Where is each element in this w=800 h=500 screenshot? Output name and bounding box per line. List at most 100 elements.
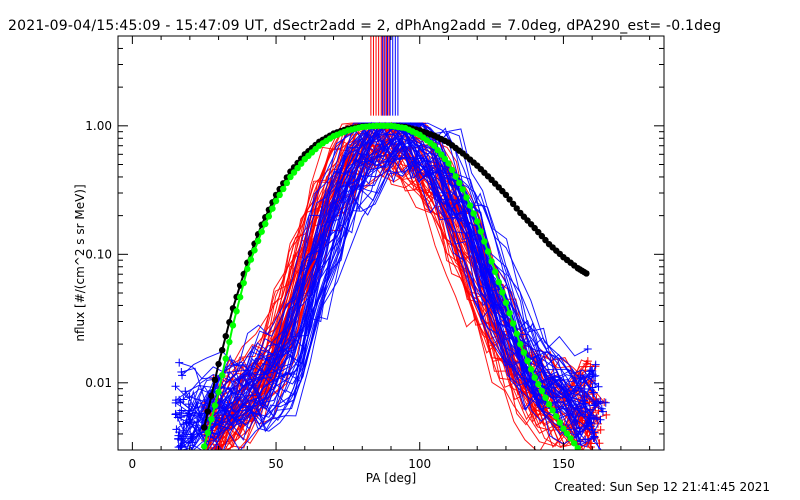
model-point [524, 357, 531, 365]
chart-title: 2021-09-04/15:45:09 - 15:47:09 UT, dSect… [8, 18, 722, 34]
trace-line [184, 128, 585, 415]
model-point [226, 338, 233, 346]
model-point [513, 330, 520, 337]
trace-marker [189, 449, 191, 450]
series-dots-00ff00 [201, 122, 581, 450]
trace-line [192, 138, 590, 443]
trace-marker [177, 367, 186, 376]
trace-line [179, 137, 595, 450]
axes-layer: 0 50 100 150 0.01 0.10 1.00 PA [deg] nflux [#/(c… [73, 35, 664, 485]
model-point [258, 228, 265, 235]
model-point [474, 218, 481, 225]
trace-marker [171, 382, 180, 391]
model-point [470, 210, 477, 217]
trace-marker [174, 431, 183, 440]
trace-marker [175, 449, 177, 450]
model-point [488, 258, 495, 265]
trace-marker [172, 425, 181, 434]
trace-marker [580, 385, 589, 394]
trace-marker [211, 449, 213, 450]
model-point [254, 237, 262, 245]
model-point [287, 173, 294, 181]
model-point [484, 248, 492, 255]
trace-marker [584, 418, 593, 427]
model-point [445, 160, 452, 167]
trace-line [178, 137, 595, 440]
trace-marker [183, 449, 185, 450]
x-tick-label: 0 [129, 457, 137, 471]
trace-marker [178, 371, 187, 380]
model-point [491, 268, 499, 275]
model-point [517, 340, 524, 348]
trace-marker [191, 448, 193, 450]
trace-marker [583, 449, 585, 450]
model-point [535, 381, 542, 388]
trace-marker [205, 449, 207, 450]
model-point [283, 179, 291, 187]
model-point [542, 394, 549, 401]
model-point [502, 191, 510, 199]
y-axis-title: nflux [#/(cm^2 s sr MeV)] [73, 184, 87, 341]
model-point [244, 265, 251, 273]
model-point [204, 408, 212, 415]
model-point [204, 429, 212, 436]
trace-marker [589, 388, 598, 397]
trace-marker [589, 372, 598, 381]
trace-marker [215, 449, 217, 450]
trace-marker [176, 397, 185, 406]
x-tick-label: 100 [408, 457, 431, 471]
trace-marker [588, 366, 597, 375]
trace-marker [601, 398, 610, 407]
model-point [236, 293, 244, 301]
y-tick-label: 1.00 [85, 119, 112, 133]
trace-line [175, 122, 588, 401]
model-point [215, 360, 222, 368]
model-point [459, 186, 467, 193]
model-point [233, 308, 240, 315]
model-point [506, 309, 513, 317]
trace-line [190, 121, 606, 435]
model-point [218, 346, 226, 354]
model-point [265, 213, 273, 220]
model-point [240, 279, 247, 287]
x-tick-label: 150 [552, 457, 575, 471]
trace-marker [600, 449, 602, 450]
model-point [570, 440, 578, 447]
model-point [294, 164, 301, 172]
model-point [438, 151, 445, 158]
model-point [466, 202, 474, 209]
model-point [276, 191, 283, 199]
trace-marker [603, 449, 605, 450]
series-layer [171, 36, 611, 450]
trace-marker [218, 449, 220, 450]
model-point [538, 387, 546, 395]
trace-line [225, 148, 600, 450]
trace-line [178, 136, 586, 448]
model-point [251, 247, 258, 254]
model-point [556, 419, 564, 426]
model-point [509, 320, 517, 327]
trace-marker [590, 432, 599, 441]
trace-marker [175, 395, 184, 404]
trace-marker [579, 399, 588, 408]
model-point [297, 160, 305, 167]
trace-marker [583, 345, 592, 354]
model-point [481, 238, 488, 245]
model-point [262, 220, 269, 228]
trace-line [206, 153, 596, 450]
trace-line [181, 140, 595, 447]
model-point [563, 430, 571, 437]
model-point [567, 435, 574, 442]
trace-marker [591, 360, 600, 369]
trace-marker [175, 358, 184, 367]
trace-marker [171, 410, 180, 419]
trace-marker [175, 408, 184, 417]
trace-marker [182, 418, 191, 427]
model-point [463, 194, 470, 201]
model-point [545, 401, 553, 408]
trace-line [175, 124, 595, 437]
model-point [430, 142, 438, 149]
model-point [583, 270, 590, 277]
trace-marker [596, 425, 605, 434]
